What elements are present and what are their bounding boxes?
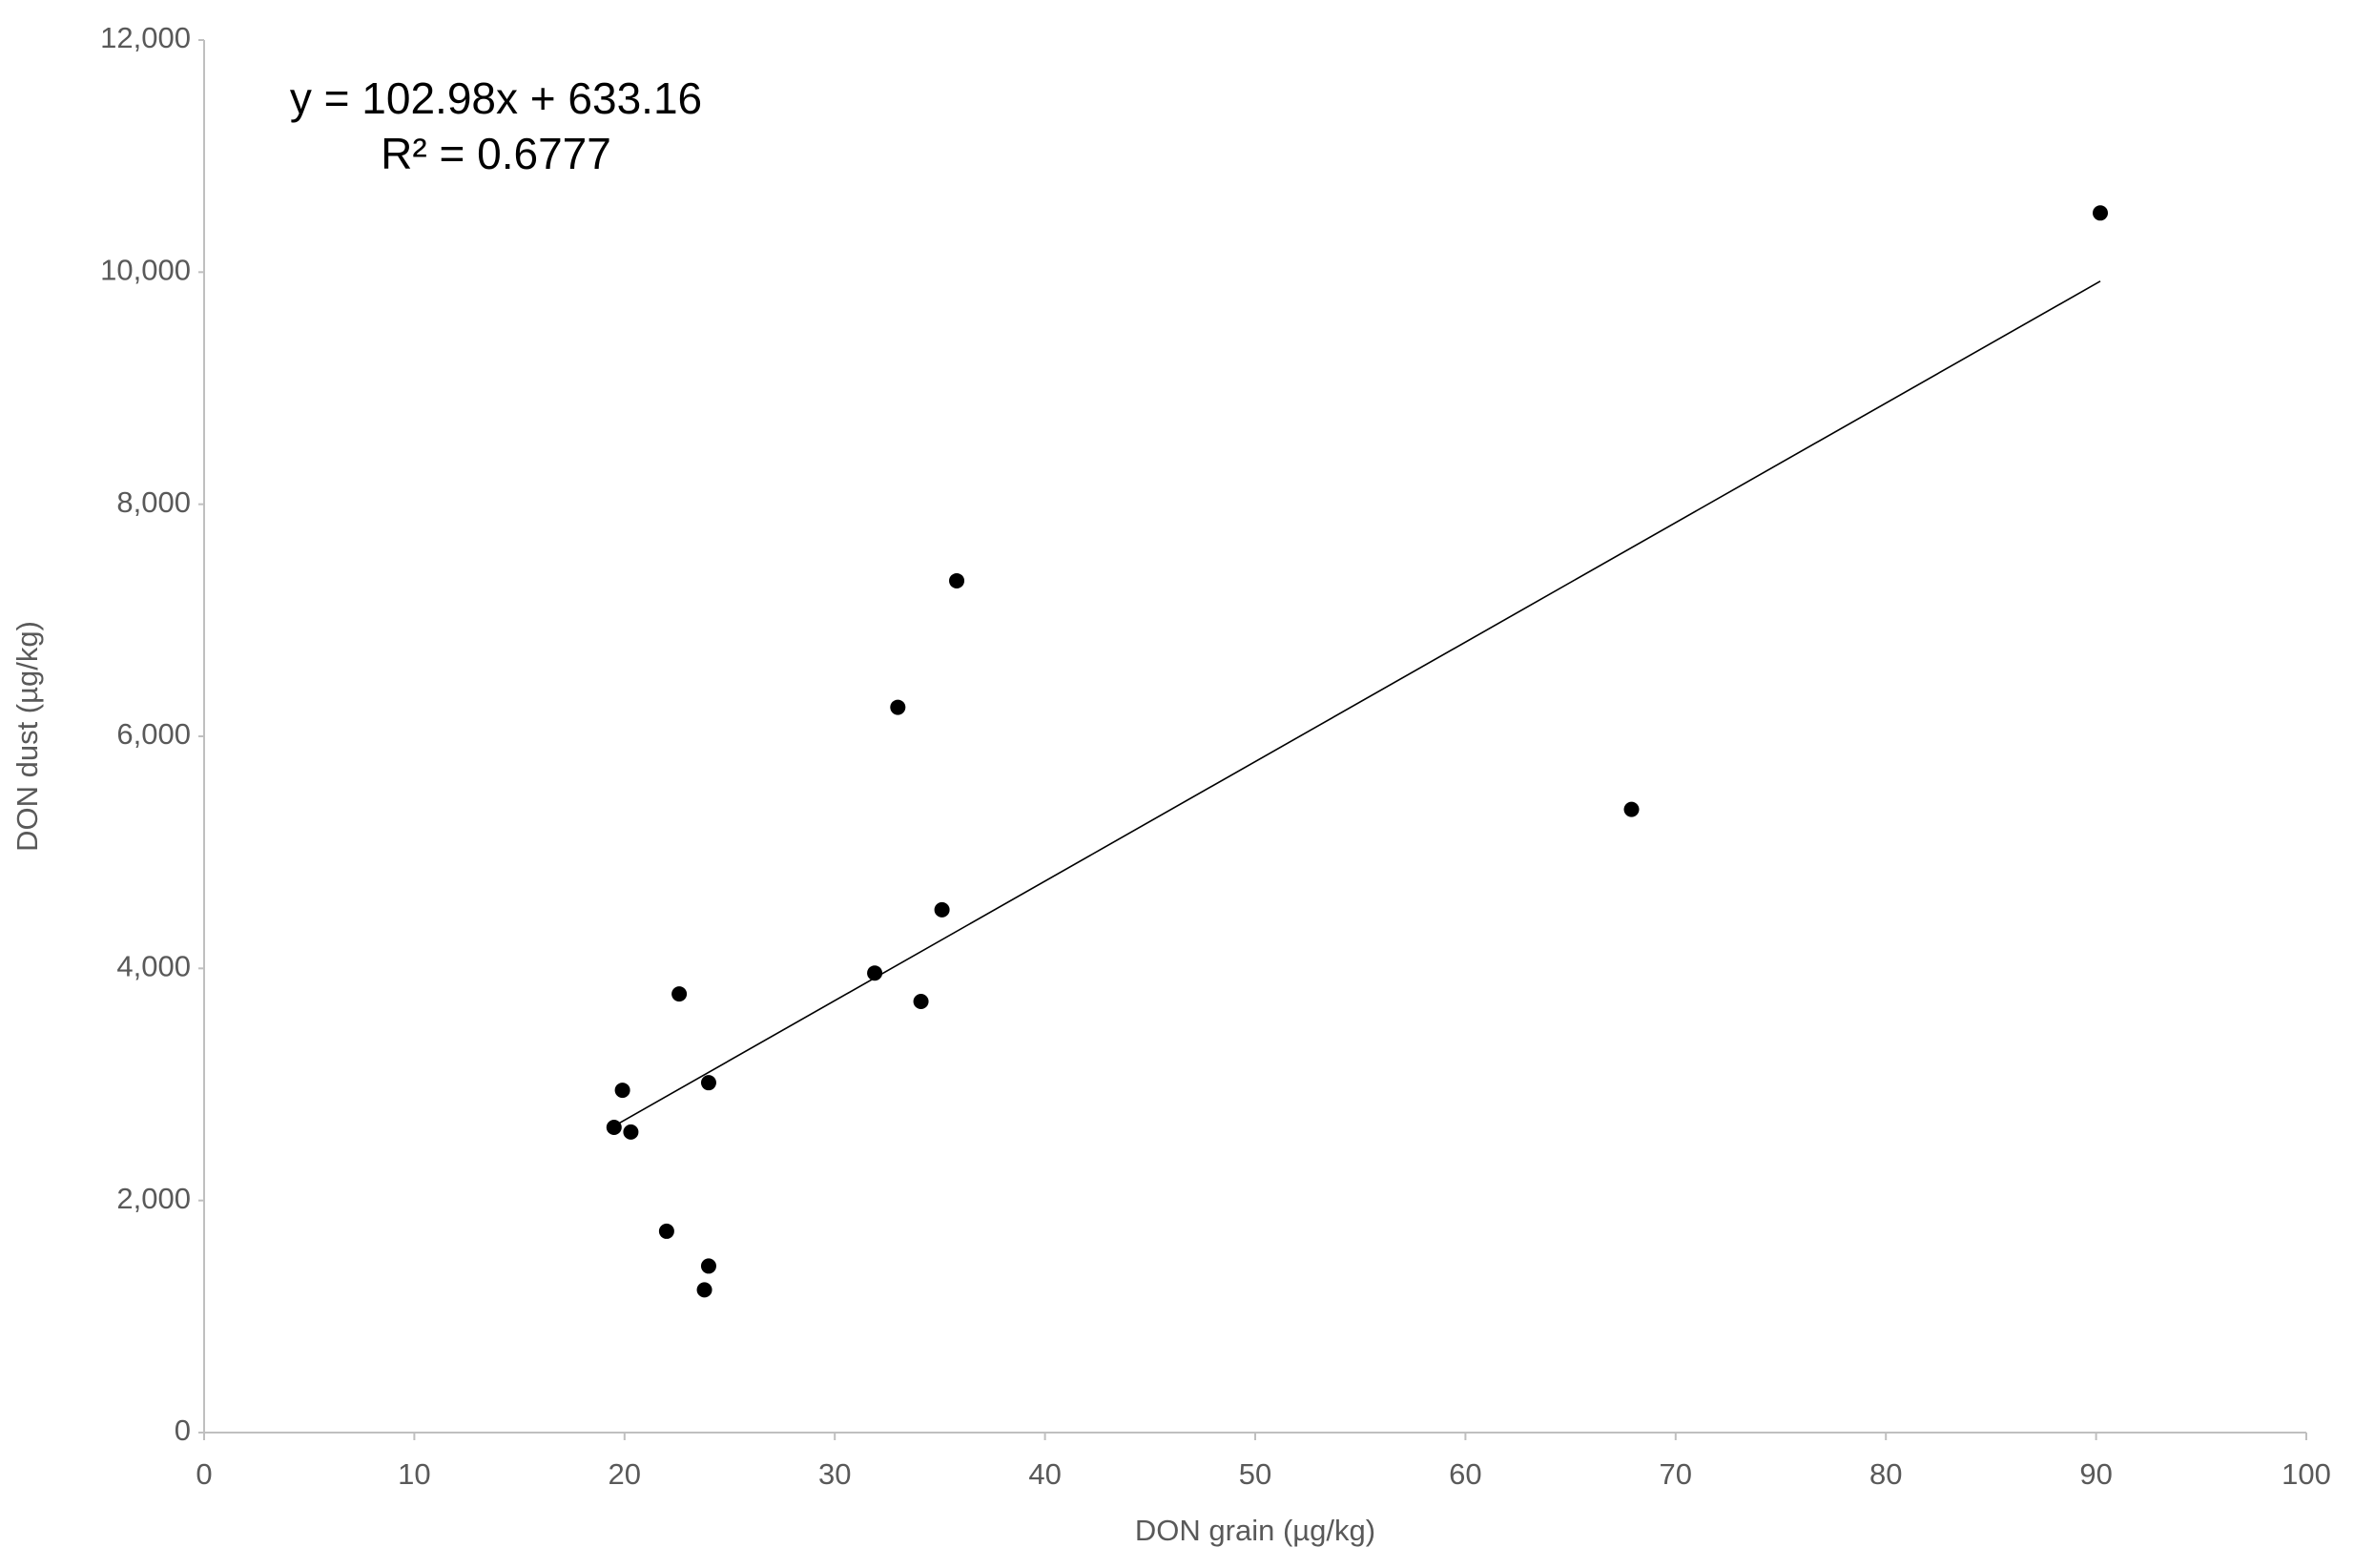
y-tick-label: 12,000: [100, 21, 191, 54]
x-tick-label: 90: [2079, 1457, 2112, 1491]
trendline: [613, 280, 2101, 1127]
point: [614, 1083, 630, 1099]
r-squared: R² = 0.6777: [381, 129, 611, 178]
x-axis-title: DON grain (µg/kg): [1135, 1514, 1375, 1547]
point: [658, 1223, 674, 1239]
y-tick-label: 8,000: [116, 485, 191, 519]
point: [623, 1124, 639, 1140]
point: [913, 994, 929, 1010]
point: [934, 901, 950, 918]
point: [867, 965, 883, 981]
equation: y = 102.98x + 633.16: [290, 73, 702, 123]
y-tick-label: 6,000: [116, 717, 191, 751]
x-tick-label: 0: [196, 1457, 212, 1491]
point: [606, 1120, 622, 1136]
point: [949, 572, 965, 588]
x-tick-label: 30: [818, 1457, 851, 1491]
y-tick-label: 10,000: [100, 254, 191, 287]
x-tick-label: 20: [609, 1457, 641, 1491]
x-tick-label: 80: [1869, 1457, 1902, 1491]
x-tick-label: 10: [398, 1457, 430, 1491]
point: [890, 699, 906, 715]
point: [1623, 801, 1640, 817]
x-tick-label: 100: [2282, 1457, 2331, 1491]
x-tick-label: 40: [1028, 1457, 1061, 1491]
x-tick-label: 50: [1239, 1457, 1271, 1491]
x-tick-label: 70: [1660, 1457, 1692, 1491]
y-tick-label: 0: [175, 1413, 191, 1447]
point: [700, 1075, 716, 1091]
y-tick-label: 4,000: [116, 950, 191, 983]
x-tick-label: 60: [1449, 1457, 1481, 1491]
point: [2093, 205, 2109, 221]
point: [696, 1282, 712, 1298]
point: [700, 1258, 716, 1274]
point: [671, 986, 688, 1002]
y-tick-label: 2,000: [116, 1182, 191, 1215]
y-axis-title: DON dust (µg/kg): [10, 621, 44, 852]
